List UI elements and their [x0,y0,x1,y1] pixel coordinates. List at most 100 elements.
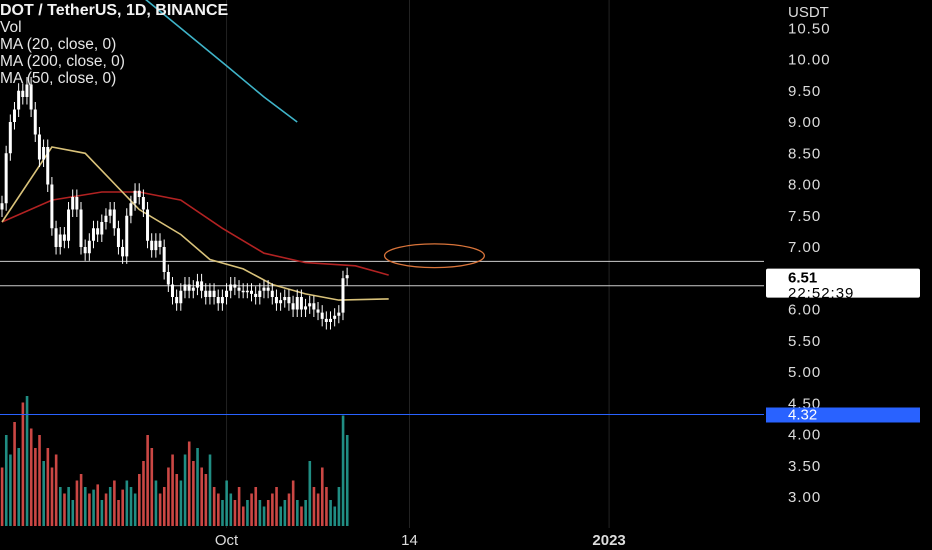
volume-bar [275,487,278,526]
volume-bar [345,435,349,526]
volume-bar [129,487,133,526]
volume-bar [208,454,212,526]
price-tick-label: 4.00 [788,427,821,444]
countdown-label: 22:52:39 [788,285,854,302]
price-tick-label: 8.00 [788,177,821,194]
candle-body [33,109,37,135]
candle-body [75,197,79,210]
volume-bar [266,500,270,526]
candle-body [262,287,266,291]
candle-body [54,228,58,247]
candle-body [304,306,308,310]
candle-body [150,240,154,251]
candle-body [225,290,229,297]
volume-bar [271,493,274,526]
volume-bar [200,467,203,526]
symbol-title[interactable]: DOT / TetherUS, 1D, BINANCE [0,2,229,19]
candle-body [129,203,133,216]
volume-bar [341,415,345,526]
candle-body [121,247,125,257]
candle-body [341,278,345,313]
candle-body [291,303,295,310]
candle-body [241,290,245,293]
candle-body [175,297,179,304]
volume-bar [59,487,62,526]
price-tick-label: 8.50 [788,145,821,162]
price-tick-label: 5.50 [788,333,821,350]
candle-body [295,297,299,310]
candle-body [50,184,54,229]
legend-ma20[interactable]: MA (20, close, 0) [0,36,117,53]
volume-bar [88,493,91,526]
price-tick-label: 3.00 [788,489,821,506]
candle-body [17,90,21,110]
candle-body [237,287,241,291]
candle-body [62,234,66,241]
volume-bar [92,489,95,526]
candle-body [208,290,212,297]
legend-ma50[interactable]: MA (50, close, 0) [0,70,117,87]
volume-bar [4,435,8,526]
candle-body [71,197,75,210]
candle-body [316,309,320,313]
volume-bar [196,448,199,526]
volume-bar [34,448,37,526]
volume-bar [133,493,137,526]
candle-body [191,287,195,291]
volume-bar [71,500,75,526]
candle-body [137,190,141,197]
level-price-badge [766,407,920,423]
candle-body [212,290,216,297]
horizontal-levels[interactable] [0,260,764,415]
candle-body [58,234,62,247]
candle-body [274,297,278,304]
volume-bar [100,500,104,526]
volume-bar [316,493,320,526]
candle-body [67,209,71,241]
candlesticks [0,77,349,330]
highlight-ellipse [383,243,486,269]
volume-bar [291,480,295,526]
volume-bar [167,467,170,526]
candle-body [25,84,29,97]
volume-bar [79,474,83,526]
axis-unit-label: USDT [788,4,829,21]
time-tick-label: 14 [401,532,418,549]
volume-bar [142,461,145,526]
candle-body [42,147,46,160]
volume-bar [187,441,191,526]
volume-bar [138,474,141,526]
volume-bar [204,474,208,526]
candle-body [216,297,220,304]
candle-body [154,240,158,251]
time-axis[interactable]: Oct 14 2023 [215,532,626,549]
volume-bar [13,422,16,526]
volume-bar [241,506,245,526]
candle-body [141,197,145,210]
volume-bar [304,500,307,526]
volume-bar [337,487,341,526]
drawing-ellipse[interactable] [383,243,486,269]
candle-body [79,209,83,247]
legend-ma200[interactable]: MA (200, close, 0) [0,53,125,70]
volume-bar [75,480,79,526]
candle-body [0,203,4,210]
price-tick-label: 10.50 [788,20,831,37]
volume-bar [283,500,287,526]
price-tick-label: 10.00 [788,52,831,69]
volume-bar [125,480,129,526]
volume-bar [308,461,312,526]
candle-body [100,222,104,235]
volume-bar [21,402,25,526]
candle-body [29,84,33,110]
candle-body [328,318,332,322]
candle-body [96,228,100,235]
price-tick-label: 5.00 [788,364,821,381]
candle-body [125,215,129,257]
legend-volume[interactable]: Vol [0,19,22,36]
volume-bar [162,487,166,526]
ma20-line [1,146,389,301]
candle-body [4,153,8,204]
